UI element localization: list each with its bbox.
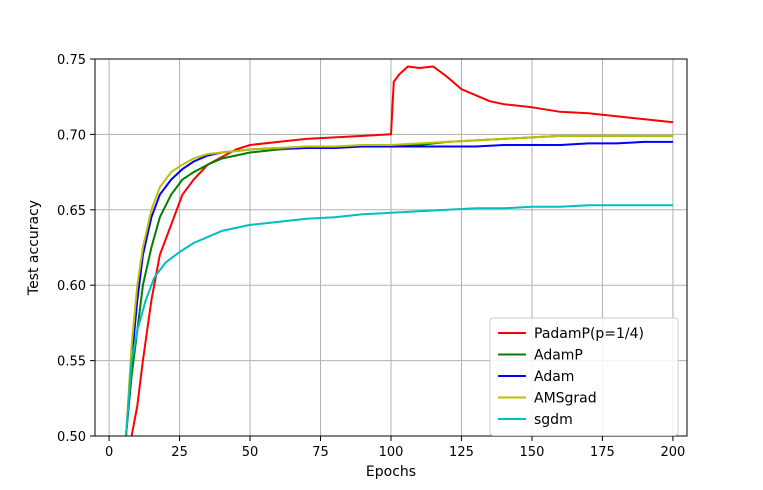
y-axis-label: Test accuracy — [26, 200, 42, 296]
axis-ticks: 0 25 50 75 100 125 150 175 200 0.50 0.55 0.60 0.65 0.… — [57, 53, 685, 460]
legend-label: Adam — [534, 369, 574, 385]
x-tick-label: 200 — [660, 445, 685, 460]
x-tick-label: 150 — [520, 445, 545, 460]
legend-label: PadamP(p=1/4) — [534, 326, 644, 342]
series-line-0 — [130, 65, 674, 436]
x-tick-label: 50 — [242, 445, 259, 460]
legend-label: sgdm — [534, 412, 573, 428]
y-tick-label: 0.60 — [57, 279, 86, 294]
legend: PadamP(p=1/4) AdamP Adam AMSgrad sgdm — [489, 317, 679, 436]
x-tick-label: 0 — [105, 445, 113, 460]
x-tick-label: 125 — [449, 445, 474, 460]
y-tick-label: 0.50 — [57, 430, 86, 445]
x-tick-label: 25 — [171, 445, 188, 460]
series-line-4 — [125, 204, 673, 436]
series-line-3 — [125, 134, 673, 436]
y-tick-label: 0.65 — [57, 204, 86, 219]
legend-label: AdamP — [534, 348, 583, 364]
y-tick-label: 0.70 — [57, 128, 86, 143]
x-tick-label: 175 — [590, 445, 615, 460]
legend-box — [489, 317, 679, 436]
y-tick-label: 0.55 — [57, 355, 86, 370]
y-tick-label: 0.75 — [57, 53, 86, 68]
series-lines — [125, 65, 674, 436]
x-tick-label: 100 — [379, 445, 404, 460]
x-tick-label: 75 — [312, 445, 329, 460]
legend-label: AMSgrad — [534, 391, 597, 407]
x-axis-label: Epochs — [366, 464, 416, 480]
